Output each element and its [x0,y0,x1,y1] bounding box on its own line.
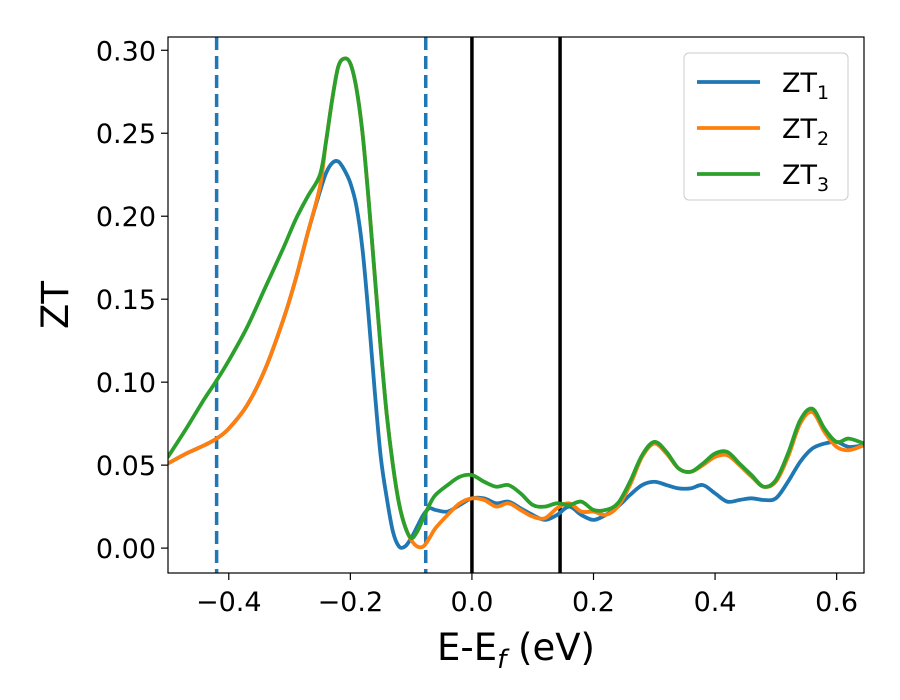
y-tick-label: 0.25 [96,119,156,150]
y-tick-label: 0.05 [96,451,156,482]
y-axis-label: ZT [34,281,77,329]
x-axis-ticks: −0.4 −0.2 0.0 0.2 0.4 0.6 [196,573,858,618]
plot-frame [167,36,865,574]
x-tick-label: 0.4 [694,587,737,618]
legend-label-subscript: 2 [817,128,829,150]
x-tick-label: 0.6 [815,587,858,618]
series-lines [168,56,864,550]
x-tick-label: 0.2 [572,587,615,618]
legend-label-main: ZT [782,114,817,145]
legend-label-subscript: 1 [817,82,829,104]
legend-label-main: ZT [782,68,817,99]
x-tick-label: 0.0 [450,587,493,618]
legend-box [683,52,849,201]
legend-label-zt3: ZT3 [782,160,829,196]
legend-label-zt1: ZT1 [782,68,829,104]
legend-label-subscript: 3 [817,174,829,196]
x-axis-label: E-Ef (eV) [437,626,595,675]
legend-label-main: ZT [782,160,817,191]
legend-label-zt2: ZT2 [782,114,829,150]
x-axis-label-unit: (eV) [506,626,595,669]
y-tick-label: 0.15 [96,285,156,316]
x-axis-label-main: E-E [437,626,497,669]
x-tick-label: −0.2 [318,587,384,618]
y-tick-label: 0.30 [96,36,156,67]
series-line-zt3 [168,56,864,541]
reference-lines [214,37,562,573]
x-tick-label: −0.4 [196,587,262,618]
y-tick-label: 0.00 [96,534,156,565]
y-tick-label: 0.10 [96,368,156,399]
y-tick-label: 0.20 [96,202,156,233]
y-axis-ticks: 0.00 0.05 0.10 0.15 0.20 0.25 0.30 [96,36,168,565]
